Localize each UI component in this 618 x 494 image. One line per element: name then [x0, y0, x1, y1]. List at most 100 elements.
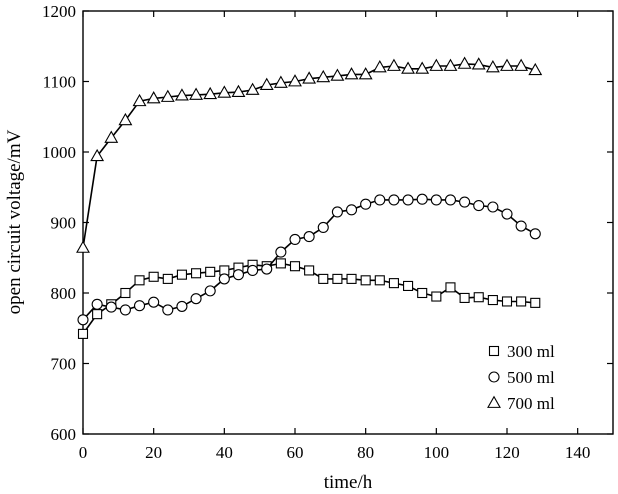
data-point: [162, 273, 173, 284]
data-point: [289, 233, 301, 245]
data-point: [473, 292, 484, 303]
data-point: [416, 193, 428, 205]
data-point: [120, 287, 131, 299]
legend-label: 500 ml: [507, 368, 555, 387]
y-tick-label: 600: [51, 425, 77, 444]
data-point: [91, 298, 103, 310]
data-point: [104, 130, 119, 143]
data-point: [529, 228, 541, 240]
data-point: [501, 296, 513, 307]
data-point: [245, 82, 260, 95]
data-point: [528, 62, 543, 76]
data-point: [176, 269, 187, 280]
data-point: [289, 261, 301, 272]
data-point: [218, 273, 230, 285]
y-tick-label: 1200: [42, 2, 76, 21]
legend-marker: [487, 395, 501, 408]
legend-label: 700 ml: [507, 394, 555, 413]
data-point: [317, 221, 329, 233]
data-point: [417, 287, 428, 299]
data-point: [431, 291, 442, 302]
x-axis-title: time/h: [324, 472, 373, 493]
data-point: [402, 194, 414, 206]
series-square: [77, 258, 541, 339]
data-point: [444, 194, 457, 206]
data-point: [275, 246, 287, 258]
data-point: [500, 58, 514, 71]
y-axis-title: open circuit voltage/mV: [4, 129, 25, 314]
data-point: [176, 300, 188, 312]
legend-marker: [488, 371, 500, 383]
legend: 300 ml 500 ml 700 ml: [487, 342, 555, 413]
data-point: [516, 296, 527, 307]
data-point: [288, 74, 302, 87]
data-point: [119, 304, 131, 316]
y-tick-label: 900: [51, 214, 77, 233]
data-point: [330, 68, 345, 81]
data-point: [344, 67, 359, 80]
data-point: [487, 201, 499, 213]
data-point: [76, 240, 90, 253]
data-point: [415, 61, 430, 74]
data-point: [374, 194, 386, 206]
data-point: [515, 220, 527, 232]
data-point: [190, 293, 202, 305]
data-point: [105, 301, 117, 313]
x-tick-label: 60: [287, 443, 304, 462]
series-triangle: [76, 56, 543, 253]
data-point: [148, 296, 160, 308]
data-point: [160, 89, 175, 102]
x-tick-label: 20: [145, 443, 162, 462]
data-point: [189, 87, 204, 100]
data-point: [443, 58, 458, 71]
data-point: [191, 268, 202, 279]
data-point: [273, 75, 288, 88]
data-point: [146, 91, 161, 104]
y-tick-label: 800: [51, 284, 77, 303]
data-point: [429, 58, 444, 71]
data-point: [162, 304, 174, 316]
data-point: [217, 85, 232, 98]
data-point: [346, 273, 357, 284]
data-point: [485, 60, 500, 73]
data-point: [360, 198, 372, 210]
data-point: [386, 58, 401, 71]
data-point: [247, 264, 259, 276]
x-tick-label: 0: [79, 443, 88, 462]
y-tick-label: 1000: [42, 143, 76, 162]
x-tick-label: 120: [494, 443, 520, 462]
data-point: [259, 77, 274, 90]
series-layer: [76, 56, 543, 339]
data-point: [261, 263, 273, 275]
data-point: [92, 309, 103, 320]
x-tick-label: 100: [424, 443, 450, 462]
data-point: [303, 231, 315, 243]
data-point: [345, 204, 358, 216]
legend-item: 700 ml: [487, 394, 555, 413]
data-point: [388, 278, 399, 289]
data-point: [530, 297, 541, 308]
data-point: [514, 58, 529, 71]
data-point: [203, 86, 218, 100]
legend-item: 300 ml: [488, 342, 555, 361]
x-tick-label: 140: [565, 443, 591, 462]
data-point: [205, 266, 216, 277]
data-point: [360, 275, 371, 286]
x-tick-label: 80: [357, 443, 374, 462]
data-point: [471, 57, 486, 70]
series-line: [82, 63, 536, 249]
legend-item: 500 ml: [488, 368, 555, 387]
series-circle: [77, 193, 541, 326]
data-point: [232, 269, 245, 281]
data-point: [331, 206, 343, 218]
data-point: [231, 84, 246, 97]
data-point: [388, 194, 400, 206]
ticks-layer: 0 20 40 60 80 100 120 140 600 700 800 900 1000 1100 12…: [42, 2, 613, 462]
data-point: [332, 273, 343, 284]
data-point: [204, 285, 216, 297]
legend-label: 300 ml: [507, 342, 555, 361]
data-point: [372, 60, 387, 73]
legend-marker: [488, 345, 500, 357]
data-point: [487, 294, 498, 306]
